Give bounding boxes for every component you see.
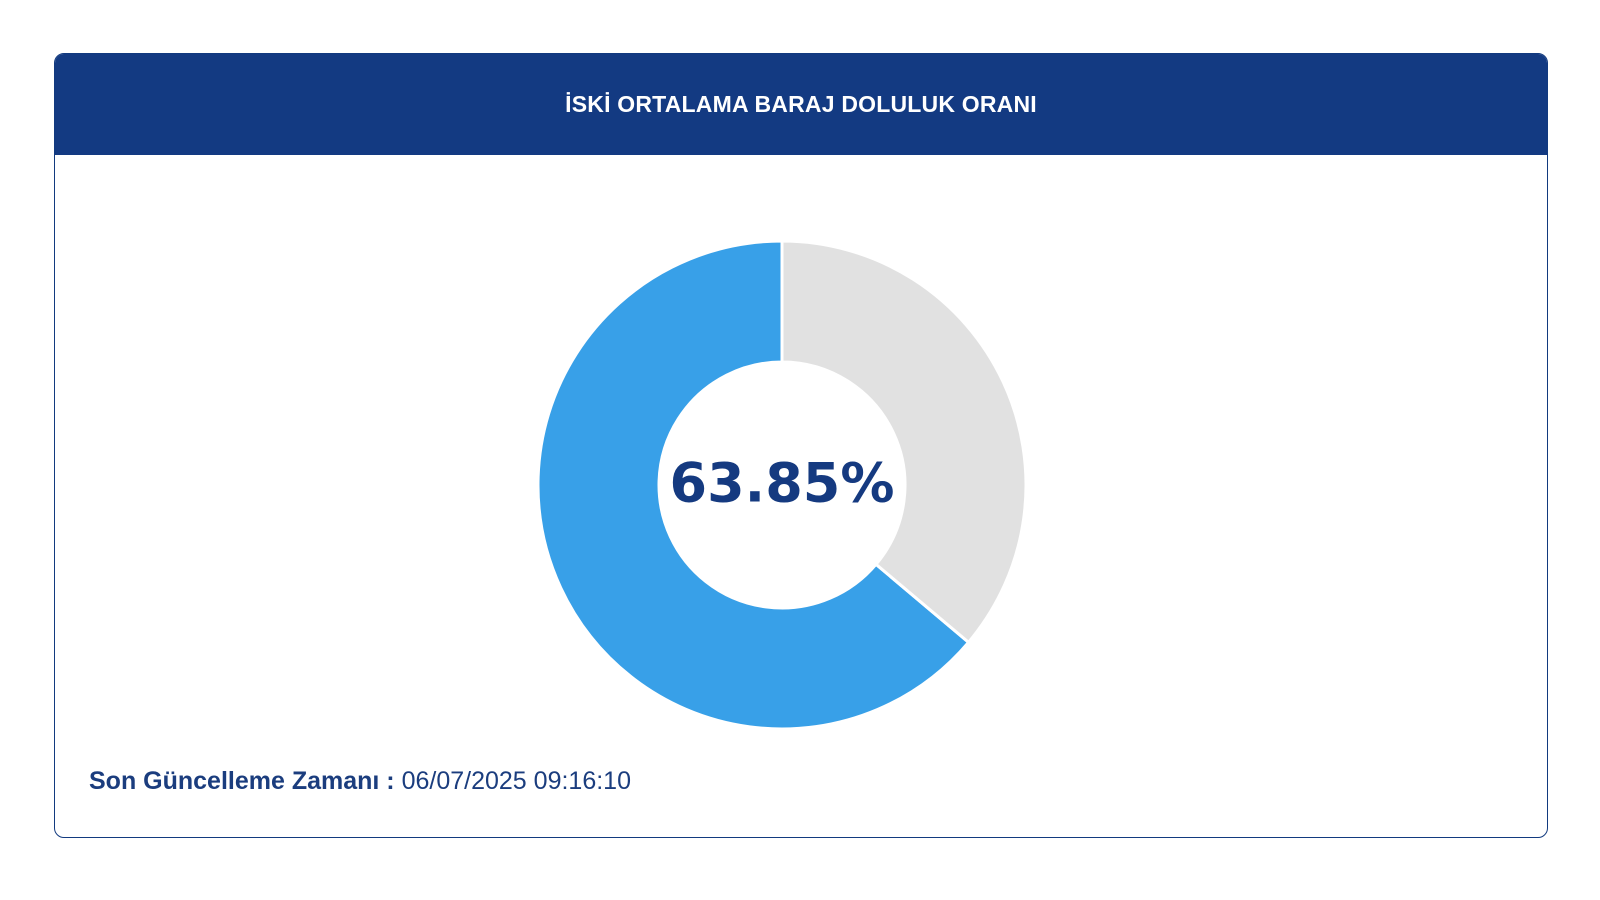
center-percentage-label: 63.85%: [670, 452, 895, 515]
last-update-label: Son Güncelleme Zamanı :: [89, 767, 395, 795]
card-header: İSKİ ORTALAMA BARAJ DOLULUK ORANI: [55, 54, 1547, 155]
last-update-line: Son Güncelleme Zamanı : 06/07/2025 09:16…: [89, 767, 631, 796]
last-update-value: 06/07/2025 09:16:10: [401, 767, 631, 795]
donut-slice-empty: [780, 239, 1028, 645]
donut-chart-area: 63.85%: [55, 155, 1547, 755]
dam-occupancy-card: İSKİ ORTALAMA BARAJ DOLULUK ORANI 63.85%…: [54, 53, 1548, 838]
card-title: İSKİ ORTALAMA BARAJ DOLULUK ORANI: [565, 91, 1037, 117]
donut-chart: 63.85%: [536, 239, 1028, 731]
donut-slice-filled: [536, 239, 971, 731]
